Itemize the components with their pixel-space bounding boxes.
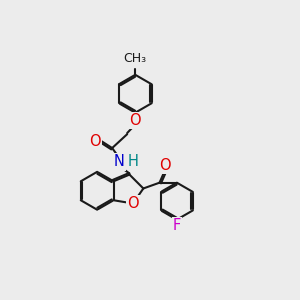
Text: O: O xyxy=(127,196,139,211)
Text: O: O xyxy=(89,134,101,148)
Text: H: H xyxy=(128,154,139,169)
Text: N: N xyxy=(114,154,124,169)
Text: O: O xyxy=(160,158,171,173)
Text: CH₃: CH₃ xyxy=(124,52,147,65)
Text: O: O xyxy=(130,113,141,128)
Text: F: F xyxy=(173,218,181,233)
